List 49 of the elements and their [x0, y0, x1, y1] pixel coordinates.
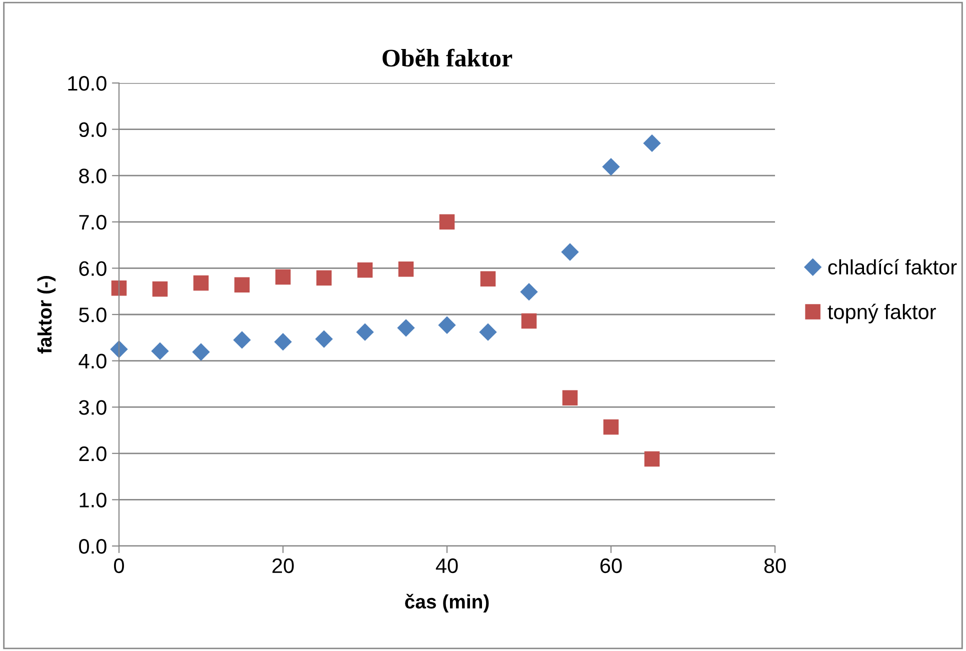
y-tick-label: 5.0 — [79, 308, 106, 322]
point — [356, 323, 374, 341]
y-tick-label: 4.0 — [78, 354, 106, 369]
point — [480, 271, 496, 286]
point — [357, 262, 373, 278]
point — [561, 243, 579, 261]
y-axis-title: faktor (-) — [37, 276, 56, 354]
point — [192, 343, 210, 361]
point — [643, 134, 661, 152]
y-tick-label: 10.0 — [68, 76, 106, 91]
x-tick-label: 0 — [114, 558, 124, 574]
point — [398, 261, 414, 277]
point — [234, 277, 250, 293]
point — [438, 316, 456, 334]
point — [520, 282, 538, 301]
y-tick-label: 1.0 — [80, 492, 106, 508]
point — [439, 214, 455, 230]
point — [397, 319, 415, 337]
point — [602, 158, 620, 176]
point — [479, 323, 497, 341]
point — [315, 330, 333, 348]
point — [233, 331, 251, 349]
point — [111, 280, 127, 296]
legend-label: chladící faktor — [828, 259, 957, 275]
x-tick-label: 80 — [764, 558, 786, 574]
point — [316, 270, 332, 286]
y-tick-label: 0.0 — [79, 539, 106, 554]
y-tick-label: 2.0 — [79, 446, 106, 462]
point — [521, 313, 537, 329]
legend-label: topný faktor — [828, 304, 936, 324]
point — [274, 332, 292, 351]
point — [603, 419, 619, 435]
x-axis-title: čas (min) — [405, 594, 489, 612]
point — [562, 390, 578, 406]
point — [193, 275, 209, 291]
point — [644, 451, 660, 467]
y-tick-label: 6.0 — [79, 261, 106, 276]
point — [275, 269, 291, 285]
point — [151, 342, 169, 360]
y-tick-label: 9.0 — [79, 122, 106, 138]
x-tick-label: 20 — [272, 558, 294, 574]
y-tick-label: 3.0 — [79, 400, 106, 415]
point — [152, 281, 168, 297]
y-tick-label: 8.0 — [79, 168, 106, 184]
x-tick-label: 40 — [436, 558, 458, 574]
x-tick-label: 60 — [600, 558, 622, 574]
point — [110, 340, 128, 358]
chart-title: Oběh faktor — [382, 48, 512, 67]
y-tick-label: 7.0 — [79, 214, 106, 230]
